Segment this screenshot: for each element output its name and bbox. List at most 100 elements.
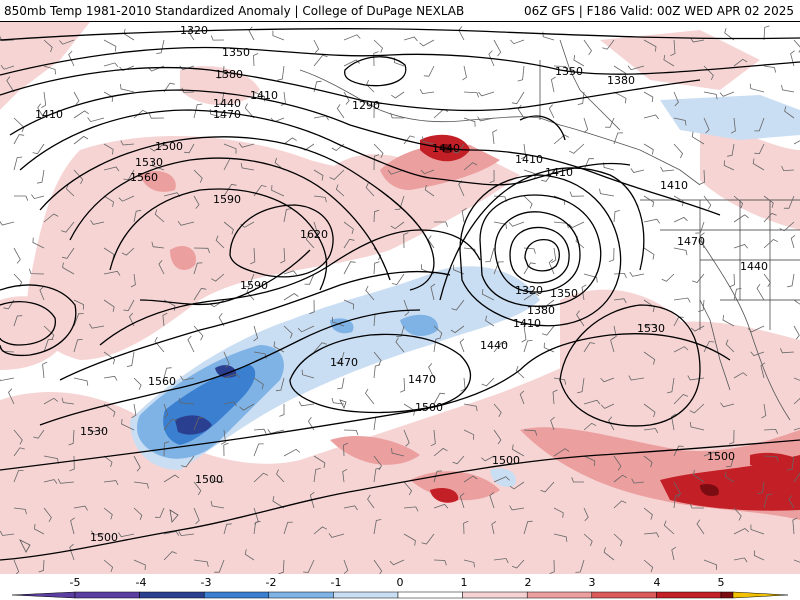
wind-barb (603, 547, 615, 561)
wind-barb (613, 474, 628, 483)
wind-barb (395, 337, 405, 353)
wind-barb (178, 531, 195, 537)
contour-label: 1620 (300, 228, 328, 241)
wind-barb (793, 397, 800, 405)
wind-barb (613, 65, 627, 79)
wind-barb (223, 401, 237, 407)
wind-barb (223, 221, 234, 235)
wind-barb (373, 261, 380, 275)
wind-barb (463, 429, 475, 440)
wind-barb (103, 507, 113, 520)
wind-barb (298, 401, 315, 407)
wind-barb (163, 551, 177, 561)
wind-barb (763, 65, 776, 73)
wind-barb (700, 232, 705, 249)
wind-barb (181, 455, 195, 468)
wind-barb (783, 195, 795, 209)
wind-barb (779, 221, 795, 232)
wind-barb (373, 102, 379, 119)
wind-barb (331, 397, 345, 405)
wind-barb (733, 195, 744, 209)
wind-barb (305, 234, 315, 249)
wind-barb (62, 247, 75, 259)
wind-barb (118, 532, 135, 538)
wind-barb (373, 467, 381, 483)
wind-barb (37, 103, 45, 119)
colorbar-swatch (732, 591, 789, 599)
wind-barb (103, 143, 114, 155)
positive-anomaly-strong (420, 134, 800, 511)
wind-barb (463, 403, 478, 412)
wind-barb (403, 232, 409, 249)
wind-barb (433, 470, 443, 483)
wind-barb (119, 65, 135, 71)
wind-barb (793, 325, 800, 340)
wind-barb (577, 377, 585, 394)
wind-barb (123, 299, 135, 312)
wind-barb (733, 288, 742, 301)
wind-barb (38, 559, 45, 573)
wind-barb (37, 169, 45, 184)
wind-barb (243, 273, 255, 288)
wind-barb (667, 377, 675, 394)
wind-barb (511, 91, 525, 105)
wind-barb (0, 530, 15, 536)
wind-barb (643, 247, 655, 260)
wind-barb (689, 403, 705, 414)
wind-barb (608, 416, 615, 431)
wind-barb (462, 65, 467, 81)
wind-barb (628, 375, 645, 381)
wind-barb (31, 194, 45, 200)
wind-barb (403, 481, 413, 496)
wind-barb (43, 455, 59, 464)
colorbar-tick: 2 (525, 576, 532, 589)
wind-barb (131, 403, 137, 419)
wind-barb (673, 297, 691, 303)
wind-barb (643, 195, 655, 208)
wind-barb (133, 559, 146, 571)
wind-barb (643, 455, 653, 468)
wind-barb (643, 91, 654, 103)
wind-barb (703, 91, 718, 100)
contour-label: 1470 (677, 235, 705, 248)
wind-barb (133, 507, 143, 521)
wind-barb (177, 220, 195, 226)
wind-barb (508, 221, 525, 227)
wind-barb (123, 169, 135, 181)
colorbar-swatch (333, 591, 399, 599)
wind-barb (698, 299, 705, 312)
wind-barb (428, 363, 435, 379)
wind-barb (365, 182, 375, 197)
wind-barb (600, 377, 615, 383)
wind-barb (391, 448, 405, 457)
wind-barb (163, 531, 180, 536)
colorbar-swatch (526, 591, 593, 599)
wind-barb (253, 377, 264, 390)
wind-barb (403, 299, 409, 316)
wind-barb (283, 448, 301, 457)
wind-barb (215, 235, 225, 249)
wind-barb (568, 221, 585, 228)
wind-barb (13, 315, 23, 327)
wind-barb (387, 169, 405, 175)
wind-barb (511, 559, 525, 569)
contour-label: 1320 (180, 24, 208, 37)
wind-barb (283, 325, 293, 339)
wind-barb (550, 416, 555, 431)
wind-barb (643, 299, 655, 313)
wind-barb (553, 377, 567, 385)
wind-barb (419, 39, 435, 47)
wind-barb (0, 36, 15, 42)
wind-barb (403, 429, 410, 447)
wind-barb (250, 247, 256, 265)
wind-barb (703, 451, 718, 457)
wind-barb (661, 273, 675, 282)
wind-barb (89, 323, 105, 329)
colorbar-swatch (268, 591, 334, 599)
wind-barb (643, 218, 661, 224)
wind-barb (430, 429, 436, 447)
wind-barb (610, 336, 615, 353)
wind-barb (336, 104, 345, 119)
wind-barb (272, 30, 285, 41)
